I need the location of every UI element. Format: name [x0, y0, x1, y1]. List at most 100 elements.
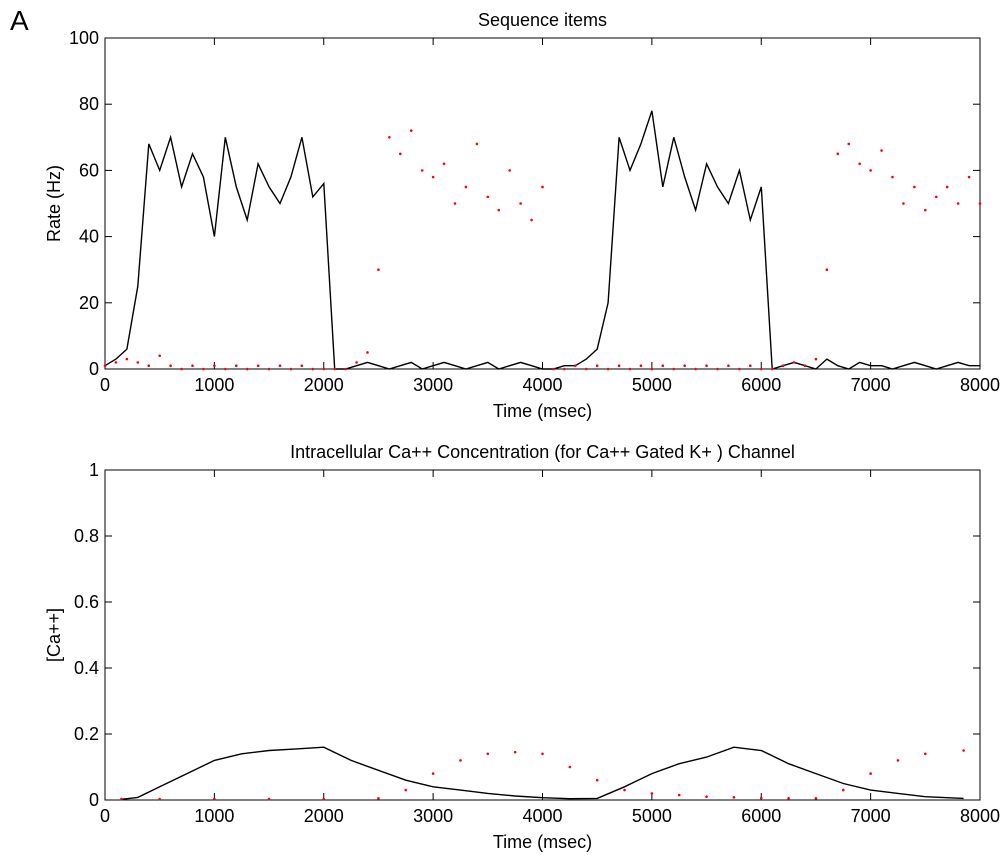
- data-point: [814, 797, 818, 800]
- data-point: [891, 175, 894, 179]
- data-point: [431, 175, 435, 179]
- data-point: [650, 792, 654, 795]
- data-point: [224, 367, 227, 371]
- data-point: [967, 175, 971, 179]
- y-tick-label: 80: [79, 94, 99, 114]
- data-point: [705, 795, 708, 798]
- x-tick-label: 4000: [522, 806, 562, 826]
- data-point: [377, 797, 380, 800]
- data-point: [934, 195, 938, 199]
- data-point: [792, 361, 796, 364]
- data-point: [355, 361, 358, 364]
- panel-label: A: [10, 5, 29, 36]
- data-point: [574, 364, 577, 367]
- data-point: [705, 364, 708, 367]
- data-point: [530, 218, 533, 222]
- data-point: [366, 351, 369, 354]
- x-tick-label: 5000: [632, 375, 672, 395]
- data-point: [541, 185, 544, 189]
- data-point: [256, 364, 260, 367]
- x-tick-label: 2000: [304, 806, 344, 826]
- data-point: [475, 142, 479, 146]
- data-point: [267, 797, 271, 801]
- data-point: [409, 129, 413, 132]
- data-point: [902, 202, 905, 205]
- x-tick-label: 0: [100, 806, 110, 826]
- data-point: [694, 367, 697, 371]
- data-point: [158, 354, 161, 358]
- y-tick-label: 0.2: [74, 724, 99, 744]
- data-point: [825, 268, 829, 272]
- data-point: [344, 367, 347, 371]
- data-point: [869, 772, 872, 775]
- y-tick-label: 40: [79, 227, 99, 247]
- data-point: [169, 364, 172, 367]
- data-point: [420, 169, 424, 172]
- data-point: [945, 185, 949, 189]
- data-point: [245, 367, 249, 371]
- x-tick-label: 2000: [304, 375, 344, 395]
- data-point: [661, 364, 665, 367]
- data-point: [191, 364, 194, 367]
- data-point: [803, 364, 807, 367]
- y-tick-label: 0.4: [74, 658, 99, 678]
- data-point: [552, 367, 555, 371]
- data-point: [388, 136, 391, 139]
- data-point: [486, 195, 490, 199]
- data-point: [213, 797, 216, 801]
- x-tick-label: 3000: [413, 375, 453, 395]
- data-point: [213, 364, 216, 367]
- data-point: [267, 367, 271, 371]
- data-point: [628, 367, 632, 371]
- data-point: [508, 169, 511, 172]
- data-point: [459, 759, 462, 762]
- x-axis-label: Time (msec): [493, 401, 592, 421]
- data-point: [541, 752, 544, 756]
- data-point: [464, 185, 468, 189]
- data-point: [787, 797, 790, 800]
- data-point: [136, 361, 140, 364]
- data-point: [442, 162, 446, 166]
- data-point: [584, 367, 588, 371]
- data-point: [202, 367, 205, 371]
- data-point: [377, 268, 380, 272]
- data-point: [639, 364, 643, 367]
- y-tick-label: 0.8: [74, 526, 99, 546]
- data-point: [924, 752, 927, 756]
- data-point: [289, 367, 293, 371]
- x-tick-label: 8000: [960, 806, 1000, 826]
- data-point: [836, 152, 840, 156]
- x-tick-label: 4000: [522, 375, 562, 395]
- data-point: [924, 208, 927, 212]
- data-point: [962, 749, 965, 752]
- data-point: [606, 367, 610, 371]
- data-point: [847, 142, 851, 146]
- data-point: [978, 202, 982, 205]
- data-point: [841, 788, 845, 792]
- data-point: [749, 364, 752, 367]
- x-tick-label: 1000: [194, 375, 234, 395]
- plot-frame: [104, 37, 981, 370]
- data-point: [595, 364, 599, 367]
- data-point: [114, 361, 118, 364]
- data-line: [121, 746, 964, 800]
- x-tick-label: 8000: [960, 375, 1000, 395]
- x-tick-label: 7000: [851, 806, 891, 826]
- chart-title: Sequence items: [478, 10, 607, 30]
- data-point: [814, 357, 818, 361]
- x-tick-label: 5000: [632, 806, 672, 826]
- data-point: [781, 364, 785, 367]
- data-point: [759, 367, 763, 371]
- x-tick-label: 7000: [851, 375, 891, 395]
- data-point: [727, 364, 730, 367]
- data-point: [486, 752, 490, 756]
- data-point: [497, 208, 501, 212]
- y-tick-label: 1: [89, 460, 99, 480]
- data-point: [431, 772, 435, 775]
- data-point: [677, 793, 681, 797]
- data-point: [896, 759, 900, 762]
- data-point: [513, 750, 517, 754]
- data-point: [732, 796, 736, 799]
- x-tick-label: 0: [100, 375, 110, 395]
